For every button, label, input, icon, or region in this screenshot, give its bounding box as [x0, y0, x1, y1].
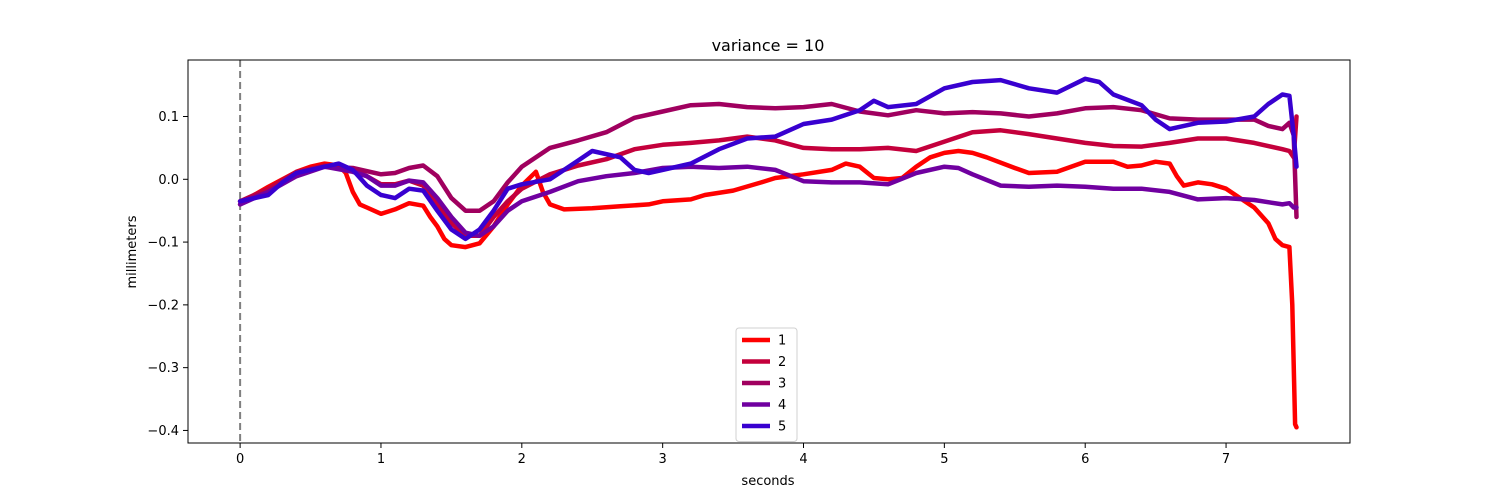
y-tick-label: −0.1: [147, 236, 179, 251]
y-tick-label: −0.4: [147, 424, 179, 439]
y-tick-label: 0.0: [158, 173, 179, 188]
legend-label-3: 3: [778, 377, 786, 392]
legend: 1 2 3 4 5: [735, 327, 798, 442]
legend-label-5: 5: [778, 420, 786, 435]
y-axis-label: millimeters: [125, 215, 140, 288]
series-line-5: [237, 76, 1299, 242]
legend-label-1: 1: [778, 334, 786, 349]
x-tick-label: 1: [377, 452, 385, 467]
series-line-4: [237, 164, 1299, 239]
x-tick-label: 0: [236, 452, 244, 467]
series-lines: [237, 76, 1299, 430]
legend-label-4: 4: [778, 398, 786, 413]
x-tick-label: 3: [659, 452, 667, 467]
axes-frame: [187, 59, 1351, 444]
legend-label-2: 2: [778, 355, 786, 370]
x-axis-label: seconds: [741, 474, 794, 489]
x-tick-label: 4: [799, 452, 807, 467]
x-tick-label: 5: [940, 452, 948, 467]
plot-area: 0 1 2 3 4 5 6 7 −0.4 −0.3 −0.2 −0.1 0.0 0.1: [147, 59, 1351, 467]
series-line-3: [237, 101, 1299, 220]
y-tick-label: −0.3: [147, 361, 179, 376]
x-tick-label: 6: [1081, 452, 1089, 467]
x-tick-label: 2: [518, 452, 526, 467]
series-line-1: [237, 148, 1299, 430]
x-tick-label: 7: [1222, 452, 1230, 467]
y-tick-label: −0.2: [147, 298, 179, 313]
chart-title: variance = 10: [712, 36, 825, 55]
y-tick-label: 0.1: [158, 110, 179, 125]
